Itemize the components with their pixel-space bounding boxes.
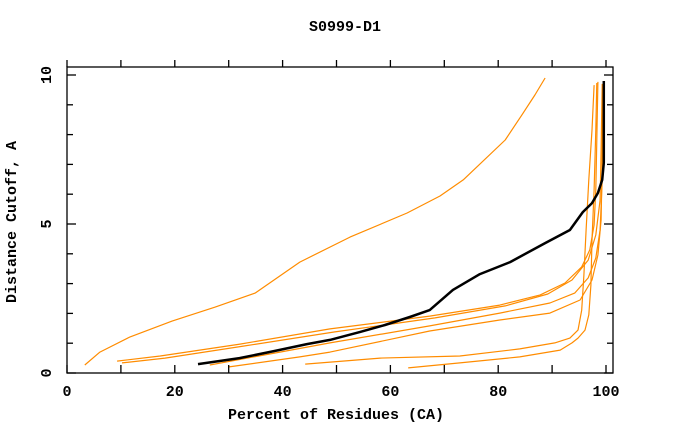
plot-title: S0999-D1 xyxy=(309,19,381,36)
curve-model-orange-7-low xyxy=(408,82,598,369)
x-tick-label: 80 xyxy=(489,384,507,401)
curve-model-orange-1-worst xyxy=(84,77,546,366)
x-tick-label: 60 xyxy=(381,384,399,401)
plot-frame xyxy=(66,66,614,374)
y-tick-label: 5 xyxy=(39,219,56,228)
curve-model-orange-4 xyxy=(209,85,604,366)
x-tick-label: 20 xyxy=(166,384,184,401)
x-tick-label: 0 xyxy=(62,384,71,401)
x-tick-label: 100 xyxy=(592,384,619,401)
y-tick-label: 10 xyxy=(39,66,56,84)
curve-model-orange-5 xyxy=(228,89,603,368)
curve-model-black-main xyxy=(197,81,606,366)
y-axis-label: Distance Cutoff, A xyxy=(4,141,21,303)
x-tick-label: 40 xyxy=(274,384,292,401)
y-tick-label: 0 xyxy=(39,368,56,377)
curve-model-orange-6-low xyxy=(305,85,595,365)
axes-frame-layer: 0 20 40 60 80 100 0 5 10 xyxy=(39,60,620,401)
curves-layer xyxy=(84,77,606,369)
curve-model-orange-3 xyxy=(121,83,603,364)
x-axis-label: Percent of Residues (CA) xyxy=(228,407,444,424)
curve-model-orange-2 xyxy=(117,81,599,362)
